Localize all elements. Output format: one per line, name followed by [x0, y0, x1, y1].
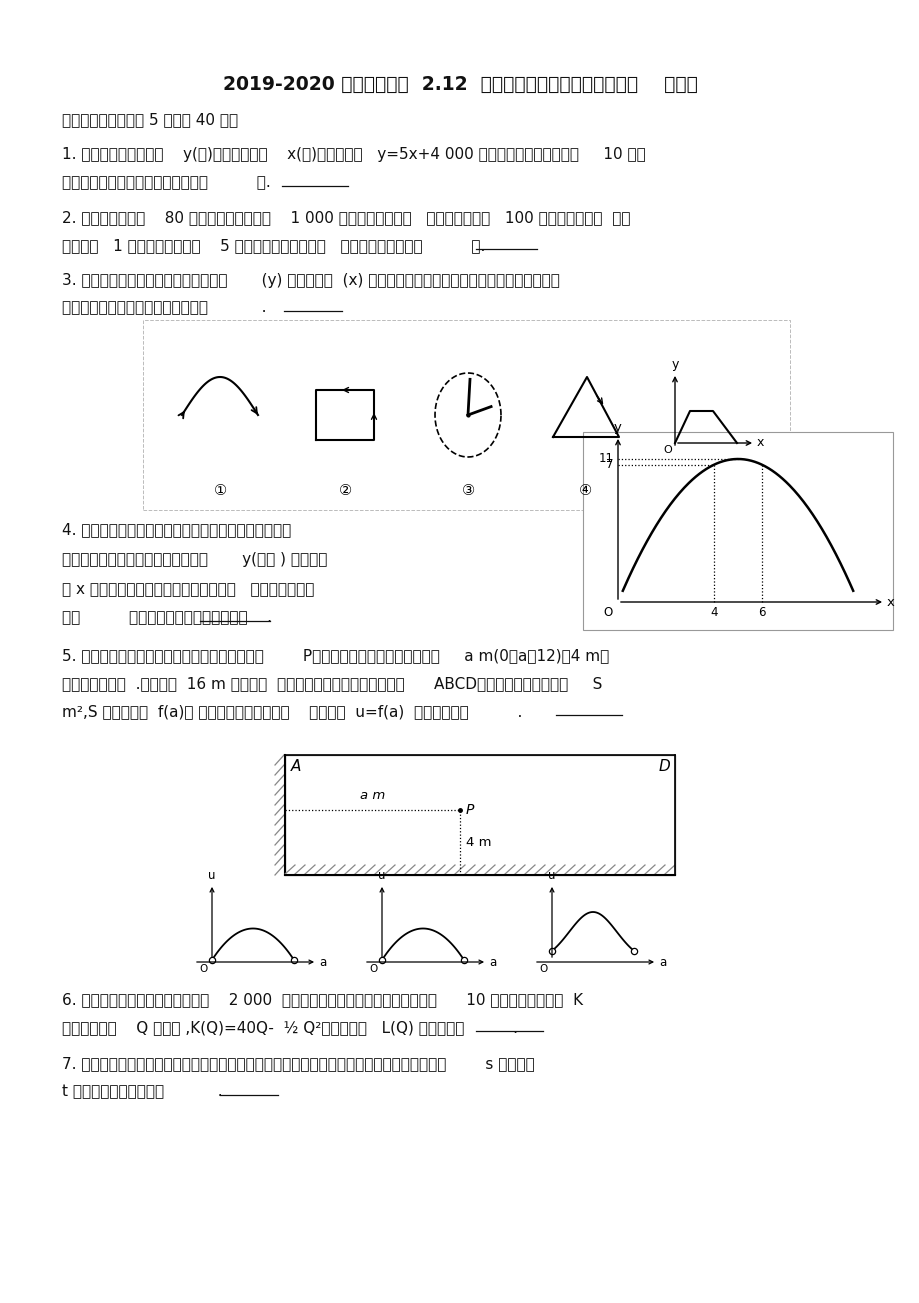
Text: D: D: [657, 760, 669, 774]
Text: O: O: [663, 446, 671, 455]
Text: 置，则张大爷散步行走的路线可能是           .: 置，则张大爷散步行走的路线可能是 .: [62, 300, 267, 315]
Text: x: x: [756, 437, 764, 450]
Text: O: O: [539, 964, 548, 975]
Text: 6. 某工厂生产某种产品固定成本为    2 000  万元，并且每生产一件产品，成本增加      10 万元．又知总收入  K: 6. 某工厂生产某种产品固定成本为 2 000 万元，并且每生产一件产品，成本增…: [62, 992, 583, 1007]
Text: 据市场分析，每辆客车营运的总利润       y(万元 ) 与营运年: 据市场分析，每辆客车营运的总利润 y(万元 ) 与营运年: [62, 552, 327, 567]
Text: 一、填空题（每小题 5 分，共 40 分）: 一、填空题（每小题 5 分，共 40 分）: [62, 112, 238, 126]
Text: 3. 如图是张大爷晨练时所走的离家距离       (y) 与行走时间  (x) 之间的函数关系图，若用黑点表示张大爷家的位: 3. 如图是张大爷晨练时所走的离家距离 (y) 与行走时间 (x) 之间的函数关…: [62, 274, 560, 288]
Text: y: y: [613, 421, 621, 434]
Text: ①: ①: [213, 483, 226, 498]
Text: u: u: [208, 869, 216, 882]
Text: 价每提高   1 元时销售量就减少    5 件，若要获得最大利润   ，销售价应定为每件          元.: 价每提高 1 元时销售量就减少 5 件，若要获得最大利润 ，销售价应定为每件 元…: [62, 238, 485, 253]
Text: P: P: [466, 803, 474, 817]
Text: a: a: [319, 955, 326, 968]
Text: 则该厂为了不亥本，日产手套至少为          副.: 则该厂为了不亥本，日产手套至少为 副.: [62, 175, 270, 190]
Text: 6: 6: [757, 606, 765, 619]
Bar: [583, 433, 892, 629]
Text: ③: ③: [461, 483, 474, 498]
Text: 2. 某商店已按每件    80 元的成本购进某商品    1 000 件，根据市场预测   ，销售价为每件   100 元时可全部售完  ，定: 2. 某商店已按每件 80 元的成本购进某商品 1 000 件，根据市场预测 ，…: [62, 210, 630, 225]
Text: 7: 7: [606, 459, 613, 472]
Text: 不考虑树的粗细  .现在想用  16 m 长的篱笆  ，借助墙角围成一个矩形的花圆      ABCD设此矩形花圆的面积为     S: 不考虑树的粗细 .现在想用 16 m 长的篱笆 ，借助墙角围成一个矩形的花圆 A…: [62, 676, 602, 691]
Text: y: y: [671, 358, 678, 371]
Text: 7. 汽车经过启动、加速行馶、匀速行馶、减速行馶之后停车，若把这一过程中汽车的行馶路程        s 看作时间: 7. 汽车经过启动、加速行馶、匀速行馶、减速行馶之后停车，若把这一过程中汽车的行…: [62, 1055, 534, 1071]
Text: 4. 某汽车运输公司，购买了一批豪华大客车投入客运，: 4. 某汽车运输公司，购买了一批豪华大客车投入客运，: [62, 523, 291, 537]
Text: O: O: [199, 964, 208, 975]
Text: u: u: [378, 869, 385, 882]
Text: 2019-2020 学年高中数学  2.12  函数模型及其应用课时提能训练    苏教版: 2019-2020 学年高中数学 2.12 函数模型及其应用课时提能训练 苏教版: [222, 76, 697, 94]
Text: O: O: [369, 964, 378, 975]
Text: a m: a m: [359, 790, 385, 803]
Text: 是单位产品数    Q 的函数 ,K(Q)=40Q-  ½ Q²，则总利润   L(Q) 的最大値是          .: 是单位产品数 Q 的函数 ,K(Q)=40Q- ½ Q²，则总利润 L(Q) 的…: [62, 1020, 517, 1035]
Text: 数 x 的关系如图所示（近似抛物线的一段   ），则每辆客车: 数 x 的关系如图所示（近似抛物线的一段 ），则每辆客车: [62, 582, 314, 597]
Text: a: a: [489, 955, 495, 968]
Text: O: O: [603, 606, 612, 619]
Text: 4 m: 4 m: [466, 837, 491, 850]
Text: m²,S 的最大値为  f(a)， 若将这棵树围在花圆内    ，则函数  u=f(a)  的图象大致是          .: m²,S 的最大値为 f(a)， 若将这棵树围在花圆内 ，则函数 u=f(a) …: [62, 704, 522, 719]
Text: 5. 如图，有一直角墙角，两边的长度足够长，在        P处有一棵树与两墙的距离分别是     a m(0＜a＜12)、4 m，: 5. 如图，有一直角墙角，两边的长度足够长，在 P处有一棵树与两墙的距离分别是 …: [62, 648, 608, 663]
Text: 11: 11: [598, 452, 613, 465]
FancyBboxPatch shape: [142, 321, 789, 509]
Text: A: A: [290, 760, 301, 774]
Text: u: u: [548, 869, 555, 882]
Text: ④: ④: [578, 483, 591, 498]
Text: ②: ②: [338, 483, 351, 498]
Text: x: x: [886, 595, 894, 609]
Bar: [285, 754, 675, 876]
Text: t 的函数，其图象可能是           .: t 的函数，其图象可能是 .: [62, 1084, 222, 1098]
Text: 4: 4: [709, 606, 717, 619]
Text: 营运          年可使其营运年平均利润最大    .: 营运 年可使其营运年平均利润最大 .: [62, 610, 272, 625]
Text: 1. 某厂日产手套总成本    y(元)与手套日产量    x(副)的关系式为   y=5x+4 000 ，而手套出厂价格为每副     10 元，: 1. 某厂日产手套总成本 y(元)与手套日产量 x(副)的关系式为 y=5x+4…: [62, 147, 645, 162]
Text: a: a: [658, 955, 665, 968]
